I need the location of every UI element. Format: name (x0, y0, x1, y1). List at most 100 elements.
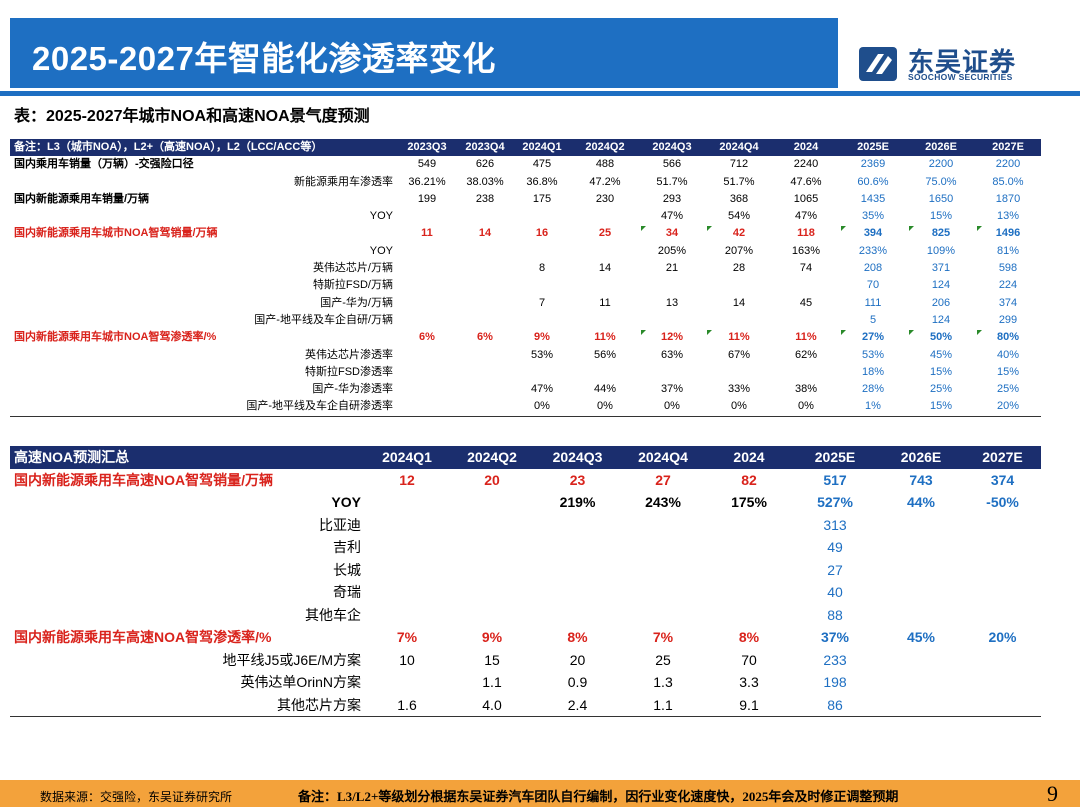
table-cell (365, 604, 449, 627)
table-cell: 238 (475, 192, 495, 205)
table-title: 表：2025-2027年城市NOA和高速NOA景气度预测 (14, 108, 370, 125)
table-cell: 70 (866, 279, 880, 292)
table-row: 国内新能源乘用车高速NOA智驾渗透率/% 7% 9% 8% 7% 8% 37% 45% 20% (10, 626, 1041, 649)
table-cell: 163% (791, 244, 821, 257)
column-header: 2024Q3 (639, 139, 705, 157)
table-cell: 25% (929, 383, 953, 396)
table-cell: 12 (399, 471, 415, 488)
table-cell (535, 604, 620, 627)
table-row: 国产-地平线及车企自研/万辆 5 124 299 (10, 312, 1041, 329)
table-cell (457, 381, 513, 398)
table-row: 国产-地平线及车企自研渗透率 0% 0% 0% 0% 0% 1% 15% 20% (10, 398, 1041, 417)
table-cell (773, 312, 839, 329)
table-cell (571, 277, 639, 294)
table-cell: 9% (481, 629, 503, 645)
table-cell: 2200 (928, 158, 954, 171)
table-cell: 47% (530, 383, 554, 396)
table-cell: 124 (931, 279, 951, 292)
table-cell: 198 (823, 674, 847, 690)
table-cell: 11 (421, 227, 433, 240)
column-header-note: 备注：L3（城市NOA），L2+（高速NOA），L2（LCC/ACC等） (10, 139, 397, 157)
table-cell (457, 208, 513, 225)
table-cell (513, 208, 571, 225)
table-cell: 825 (907, 225, 975, 242)
table-cell: 0% (639, 398, 705, 417)
table-cell: 124 (931, 313, 951, 326)
table-cell: 74 (799, 262, 813, 275)
table-cell (964, 559, 1041, 582)
table-cell: 15% (929, 210, 953, 223)
table-cell (706, 514, 792, 537)
table-cell: 75.0% (925, 175, 957, 188)
page-number: 9 (1047, 781, 1058, 806)
row-label: 奇瑞 (333, 584, 361, 600)
row-label: YOY (331, 494, 361, 510)
table-cell (397, 260, 457, 277)
table-cell (365, 671, 449, 694)
table-cell (964, 604, 1041, 627)
table-cell: 0% (571, 398, 639, 417)
table-cell (397, 208, 457, 225)
page-title: 2025-2027年智能化渗透率变化 (32, 40, 496, 77)
table-row: YOY 47% 54% 47% 35% 15% 13% (10, 208, 1041, 225)
table-cell (571, 312, 639, 329)
table-cell: 743 (909, 471, 933, 488)
table-cell: 1.1 (482, 674, 502, 690)
table-cell: 18% (861, 365, 885, 378)
table-cell: 6% (477, 331, 493, 344)
table-cell (397, 398, 457, 417)
table-cell: 82 (741, 471, 757, 488)
table-cell (773, 277, 839, 294)
table-cell (705, 312, 773, 329)
table-cell: 15 (484, 651, 500, 668)
table-cell: 549 (417, 158, 437, 171)
soochow-logo-icon (859, 47, 897, 81)
table-cell (457, 260, 513, 277)
table-cell: 224 (998, 279, 1018, 292)
table-cell (878, 514, 964, 537)
table-cell: 527% (817, 494, 853, 510)
table-cell: 8% (567, 629, 588, 645)
row-label: 英伟达单OrinN方案 (240, 674, 361, 690)
row-label: 国内乘用车销量（万辆）-交强险口径 (14, 158, 194, 171)
table-cell: 243% (645, 494, 681, 510)
table-cell: 21 (665, 262, 679, 275)
table-cell: 394 (839, 225, 907, 242)
title-bar: 2025-2027年智能化渗透率变化 (10, 18, 838, 88)
footer-note: 备注：L3/L2+等级划分根据东吴证券汽车团队自行编制，因行业变化速度快，202… (298, 789, 899, 804)
column-header: 2023Q3 (397, 139, 457, 157)
table-cell: 626 (475, 158, 495, 171)
row-label: 国产-华为/万辆 (320, 296, 393, 309)
table-cell: 25% (996, 383, 1020, 396)
table-cell: 598 (998, 262, 1018, 275)
table-cell: 109% (926, 244, 956, 257)
table-cell: 8% (738, 629, 760, 645)
table-cell (639, 277, 705, 294)
table-cell: 475 (532, 158, 552, 171)
table-cell: 118 (797, 227, 815, 240)
table-cell: 70 (741, 651, 757, 668)
table-cell: 49 (827, 539, 843, 555)
table-cell: 371 (931, 262, 951, 275)
table-cell (535, 514, 620, 537)
table-cell: 11% (705, 329, 773, 346)
row-label: 国内新能源乘用车销量/万辆 (14, 192, 150, 205)
column-header-note: 高速NOA预测汇总 (10, 446, 365, 469)
table-cell (535, 581, 620, 604)
table-cell (620, 536, 706, 559)
column-header: 2024Q1 (513, 139, 571, 157)
row-label: 英伟达芯片渗透率 (305, 348, 393, 361)
table-row: 英伟达芯片渗透率 53% 56% 63% 67% 62% 53% 45% 40% (10, 347, 1041, 364)
table-cell: 11 (599, 296, 611, 309)
footer-bar: 数据来源：交强险，东吴证券研究所 备注：L3/L2+等级划分根据东吴证券汽车团队… (0, 780, 1080, 807)
table-cell: 1650 (928, 192, 954, 205)
table-cell (705, 277, 773, 294)
table-cell: 37% (660, 383, 684, 396)
table-cell (878, 671, 964, 694)
table-cell (706, 581, 792, 604)
row-label: 国产-地平线及车企自研/万辆 (254, 313, 393, 326)
table-cell: 4.0 (449, 693, 535, 717)
table-cell: 313 (823, 516, 847, 533)
table-cell (397, 364, 457, 381)
header-row: 高速NOA预测汇总 2024Q1 2024Q2 2024Q3 2024Q4 2024 202… (10, 446, 1041, 469)
